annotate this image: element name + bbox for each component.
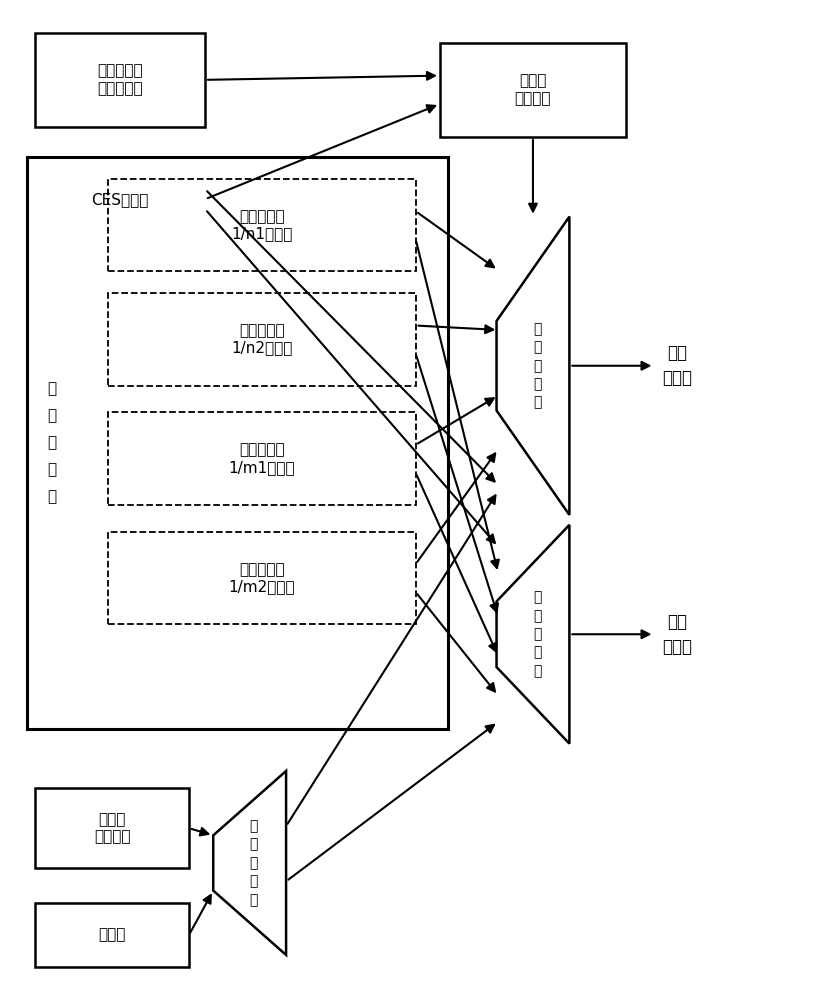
Text: 第二线路盘
1/n2选择器: 第二线路盘 1/n2选择器 bbox=[231, 323, 293, 356]
Text: 外时钟
输入电路: 外时钟 输入电路 bbox=[94, 812, 130, 844]
Polygon shape bbox=[496, 525, 570, 744]
Text: 鉴相器: 鉴相器 bbox=[99, 928, 126, 943]
Polygon shape bbox=[214, 771, 286, 955]
Bar bbox=[108, 179, 416, 271]
Bar bbox=[35, 33, 205, 127]
Bar bbox=[108, 532, 416, 624]
Text: 第
三
选
择
器: 第 三 选 择 器 bbox=[249, 819, 258, 907]
Text: 第二支路盘
1/m2选择器: 第二支路盘 1/m2选择器 bbox=[228, 562, 295, 594]
Bar bbox=[108, 412, 416, 505]
Bar bbox=[108, 293, 416, 386]
Text: 前
级
预
选
器: 前 级 预 选 器 bbox=[46, 381, 56, 504]
Text: 第
二
选
择
器: 第 二 选 择 器 bbox=[533, 590, 541, 678]
Text: 优先级
控制模块: 优先级 控制模块 bbox=[515, 74, 551, 106]
Text: 同步状态字
节提取模块: 同步状态字 节提取模块 bbox=[97, 64, 143, 96]
Text: 第二
参考源: 第二 参考源 bbox=[663, 613, 693, 656]
Text: 第一支路盘
1/m1选择器: 第一支路盘 1/m1选择器 bbox=[228, 443, 295, 475]
Text: 第
一
选
择
器: 第 一 选 择 器 bbox=[533, 322, 541, 410]
Bar bbox=[35, 788, 189, 868]
Text: 第一
参考源: 第一 参考源 bbox=[663, 344, 693, 387]
Bar bbox=[35, 903, 189, 967]
Bar bbox=[27, 157, 448, 729]
Bar bbox=[35, 167, 205, 232]
Polygon shape bbox=[496, 217, 570, 515]
Text: 第一线路盘
1/n1选择器: 第一线路盘 1/n1选择器 bbox=[231, 209, 293, 241]
Text: CES仿真盘: CES仿真盘 bbox=[91, 192, 149, 207]
Bar bbox=[440, 43, 626, 137]
